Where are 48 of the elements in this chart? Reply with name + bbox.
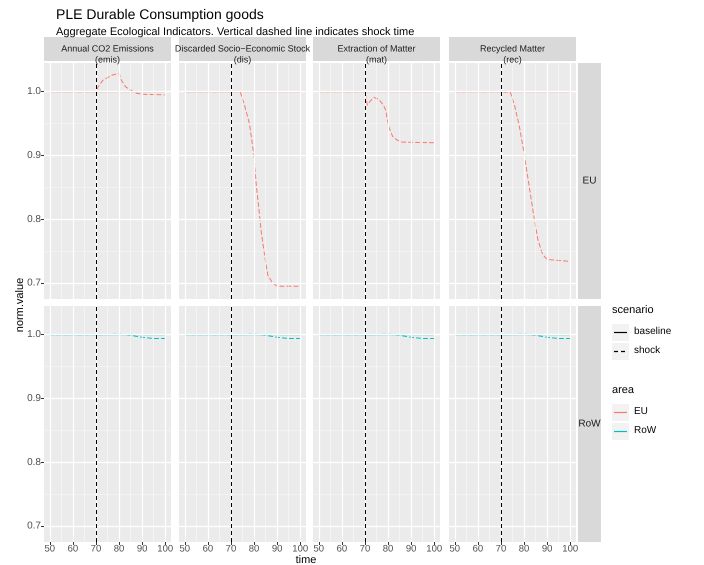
x-tick-label: 100: [157, 544, 174, 554]
x-tick-label: 80: [248, 544, 260, 554]
x-tick-label: 80: [114, 544, 124, 554]
y-tick-label: 0.9: [27, 392, 42, 404]
y-tick-label: 0.7: [27, 278, 42, 289]
x-tick-label: 50: [449, 544, 460, 554]
text: baseline: [634, 326, 672, 337]
x-tick-label: 60: [202, 544, 214, 554]
chart-title: Discarded Socio−Economic Stock (dis): [174, 44, 311, 64]
text: shock: [634, 345, 660, 356]
x-tick-label: 50: [179, 544, 190, 554]
text: EU: [634, 406, 648, 417]
y-tick-label: 0.8: [27, 456, 42, 468]
x-tick-label: 90: [542, 544, 552, 554]
y-tick-label: 0.8: [27, 214, 42, 225]
y-tick-label: 1.0: [27, 86, 42, 98]
x-tick-label: 100: [426, 544, 442, 554]
x-tick-label: 100: [292, 544, 308, 554]
chart-title: Extraction of Matter (mat): [337, 44, 416, 64]
x-tick-label: 90: [136, 544, 148, 554]
y-axis-title: norm.value: [14, 276, 26, 334]
text: PLE Durable Consumption goods: [56, 6, 264, 22]
x-tick-label: 50: [313, 544, 324, 554]
chart-title: Annual CO2 Emissions (emis): [61, 44, 154, 64]
x-tick-label: 50: [44, 544, 56, 554]
x-tick-label: 70: [496, 544, 506, 554]
y-tick-label: 0.9: [27, 150, 42, 161]
y2-axis-title: EU: [582, 176, 596, 186]
x-tick-label: 90: [272, 544, 282, 554]
x-tick-label: 80: [382, 544, 394, 554]
x-tick-label: 60: [68, 544, 78, 554]
text: Aggregate Ecological Indicators. Vertical dashed line indicates shock time: [56, 26, 414, 38]
x-tick-label: 70: [90, 544, 102, 554]
x-tick-label: 70: [226, 544, 236, 554]
x-tick-label: 80: [518, 544, 530, 554]
x-tick-label: 70: [360, 544, 370, 554]
chart-title: Recycled Matter (rec): [480, 44, 546, 64]
y2-axis-title: RoW: [578, 418, 602, 430]
x-tick-label: 100: [562, 544, 578, 554]
y-tick-label: 0.7: [27, 520, 42, 532]
y-tick-label: 1.0: [27, 329, 42, 340]
x-tick-label: 60: [336, 544, 348, 554]
x-tick-label: 60: [472, 544, 484, 554]
x-tick-label: 90: [406, 544, 416, 554]
x-axis-title: time: [294, 554, 318, 565]
text: RoW: [634, 425, 656, 436]
legend-title: scenario: [612, 304, 654, 316]
legend-title: area: [612, 384, 634, 396]
